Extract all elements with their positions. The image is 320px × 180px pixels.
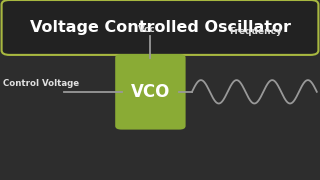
FancyBboxPatch shape bbox=[2, 0, 318, 55]
FancyBboxPatch shape bbox=[115, 54, 186, 130]
Text: Vcc: Vcc bbox=[138, 25, 156, 34]
Text: Voltage Controlled Oscillator: Voltage Controlled Oscillator bbox=[29, 20, 291, 35]
Text: Frequency: Frequency bbox=[229, 27, 283, 36]
Text: VCO: VCO bbox=[131, 83, 170, 101]
Text: Control Voltage: Control Voltage bbox=[3, 79, 79, 88]
